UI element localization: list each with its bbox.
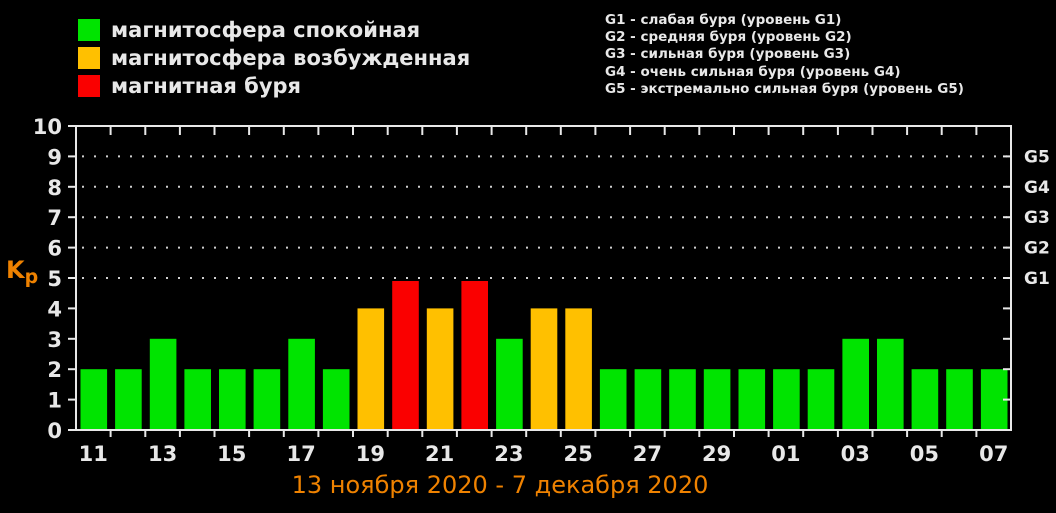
y-tick-label-1: 1	[47, 389, 62, 413]
legend-item-storm: магнитная буря	[78, 75, 470, 97]
kp-bar-day-01	[773, 369, 800, 430]
y-axis-title: Kp	[6, 256, 38, 288]
date-range-title: 13 ноября 2020 - 7 декабря 2020	[291, 471, 709, 499]
kp-bar-day-29	[703, 369, 731, 430]
g5-description: G5 - экстремально сильная буря (уровень …	[605, 80, 964, 97]
y-tick-label-5: 5	[47, 267, 62, 291]
x-tick-label-03: 03	[841, 442, 870, 466]
kp-bar-day-22	[461, 281, 488, 430]
right-axis-label-g4: G4	[1024, 178, 1050, 198]
kp-bar-day-25	[565, 308, 592, 430]
y-tick-label-2: 2	[47, 358, 62, 382]
kp-bar-day-05	[911, 369, 939, 430]
right-axis-label-g5: G5	[1024, 147, 1050, 167]
y-tick-label-8: 8	[47, 176, 62, 200]
x-tick-label-13: 13	[148, 442, 177, 466]
kp-bar-day-28	[669, 369, 696, 430]
kp-bar-day-11	[80, 369, 108, 430]
kp-bar-day-19	[357, 308, 385, 430]
storm-level-legend: G1 - слабая буря (уровень G1) G2 - средн…	[605, 12, 964, 98]
g1-description: G1 - слабая буря (уровень G1)	[605, 12, 842, 28]
right-axis-label-g1: G1	[1024, 269, 1050, 289]
g3-description: G3 - сильная буря (уровень G3)	[605, 46, 851, 63]
legend-item-excited: магнитосфера возбужденная	[78, 47, 470, 69]
storm-color-swatch	[78, 75, 100, 97]
bar-color-legend: магнитосфера спокойная магнитосфера возб…	[78, 19, 470, 103]
y-tick-label-0: 0	[47, 419, 62, 443]
excited-color-swatch	[78, 47, 100, 69]
y-tick-label-10: 10	[33, 115, 62, 139]
y-tick-label-6: 6	[47, 237, 62, 261]
x-tick-label-01: 01	[771, 442, 800, 466]
kp-bar-day-02	[807, 369, 835, 430]
kp-bar-day-15	[219, 369, 246, 430]
x-tick-label-17: 17	[286, 442, 315, 466]
kp-bar-day-30	[738, 369, 766, 430]
legend-item-quiet: магнитосфера спокойная	[78, 19, 470, 41]
x-tick-label-19: 19	[356, 442, 385, 466]
g2-description: G2 - средняя буря (уровень G2)	[605, 29, 852, 46]
kp-bar-day-20	[392, 281, 419, 430]
kp-bar-day-04	[877, 338, 904, 430]
kp-bar-day-13	[149, 338, 177, 430]
x-tick-label-15: 15	[217, 442, 246, 466]
y-tick-label-7: 7	[47, 206, 62, 230]
kp-bar-day-03	[842, 338, 869, 430]
y-axis-title-sub: p	[24, 266, 39, 288]
x-tick-label-05: 05	[910, 442, 939, 466]
kp-bar-day-26	[599, 369, 627, 430]
right-axis-label-g3: G3	[1024, 208, 1050, 228]
x-tick-label-27: 27	[633, 442, 662, 466]
legend-label-excited: магнитосфера возбужденная	[111, 46, 471, 70]
y-tick-label-4: 4	[47, 297, 62, 321]
x-tick-label-23: 23	[494, 442, 523, 466]
kp-bar-day-17	[288, 338, 315, 430]
kp-bar-day-23	[496, 338, 523, 430]
g4-description: G4 - очень сильная буря (уровень G4)	[605, 63, 901, 80]
y-tick-label-9: 9	[47, 145, 62, 169]
legend-label-quiet: магнитосфера спокойная	[111, 18, 421, 42]
y-axis-title-main: K	[6, 256, 25, 284]
y-tick-label-3: 3	[47, 328, 62, 352]
right-axis-label-g2: G2	[1024, 239, 1050, 259]
x-tick-label-21: 21	[425, 442, 454, 466]
kp-bar-day-06	[946, 369, 973, 430]
kp-bar-day-12	[115, 369, 142, 430]
x-tick-label-29: 29	[702, 442, 731, 466]
kp-bar-day-24	[530, 308, 558, 430]
x-tick-label-11: 11	[79, 442, 108, 466]
kp-bar-day-21	[426, 308, 454, 430]
kp-bar-day-27	[634, 369, 662, 430]
legend-label-storm: магнитная буря	[111, 74, 302, 98]
kp-bar-day-18	[322, 369, 350, 430]
x-tick-label-07: 07	[979, 442, 1008, 466]
quiet-color-swatch	[78, 19, 100, 41]
x-tick-label-25: 25	[563, 442, 592, 466]
kp-bar-day-16	[253, 369, 281, 430]
kp-bar-day-14	[184, 369, 211, 430]
